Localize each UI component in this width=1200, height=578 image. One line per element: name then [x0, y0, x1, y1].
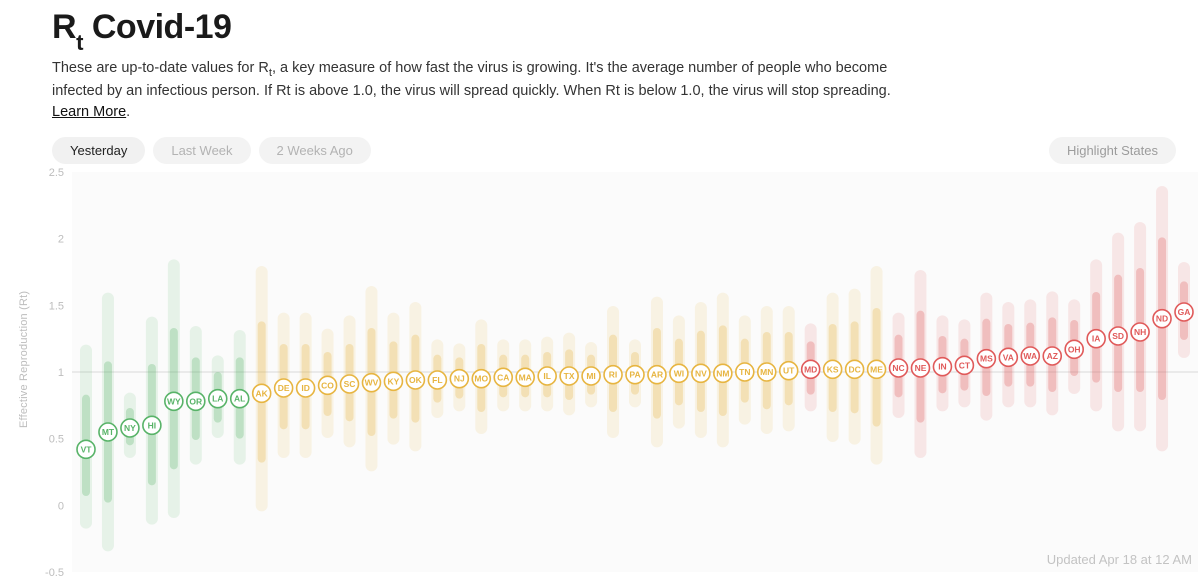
state-label: AK — [256, 388, 269, 398]
highlight-states-button[interactable]: Highlight States — [1049, 137, 1176, 164]
state-label: OR — [189, 396, 202, 406]
state-label: CO — [321, 380, 334, 390]
state-label: ME — [870, 364, 883, 374]
state-label: IA — [1092, 334, 1101, 344]
state-label: MO — [474, 374, 488, 384]
state-label: AL — [234, 394, 245, 404]
page-title: Rt Covid-19 — [52, 8, 1176, 52]
updated-text: Updated Apr 18 at 12 AM — [1047, 552, 1192, 567]
learn-more-link[interactable]: Learn More — [52, 104, 126, 120]
state-label: MS — [980, 354, 993, 364]
state-label: KS — [827, 364, 839, 374]
description: These are up-to-date values for Rt, a ke… — [52, 58, 912, 123]
y-tick: 2 — [58, 234, 64, 246]
state-label: MT — [102, 427, 115, 437]
state-label: MD — [804, 364, 817, 374]
state-label: VT — [81, 444, 93, 454]
tab-2-weeks-ago[interactable]: 2 Weeks Ago — [259, 137, 371, 164]
state-label: ND — [1156, 314, 1168, 324]
state-label: WY — [167, 396, 181, 406]
state-label: ID — [301, 383, 310, 393]
state-label: FL — [432, 375, 442, 385]
state-label: SD — [1112, 331, 1124, 341]
state-label: AR — [651, 370, 663, 380]
state-label: TX — [564, 371, 575, 381]
state-label: IN — [938, 362, 947, 372]
y-tick: 1.5 — [49, 300, 64, 312]
state-label: NE — [915, 363, 927, 373]
state-label: DC — [848, 364, 860, 374]
state-label: HI — [148, 420, 157, 430]
state-label: MN — [760, 367, 773, 377]
y-axis-label: Effective Reproduction (Rt) — [18, 291, 30, 428]
state-label: UT — [783, 366, 795, 376]
state-label: OH — [1068, 344, 1081, 354]
state-label: PA — [629, 370, 640, 380]
state-label: NH — [1134, 327, 1146, 337]
title-sub: t — [76, 30, 83, 55]
state-label: CA — [497, 372, 509, 382]
title-suffix: Covid-19 — [83, 8, 232, 46]
title-prefix: R — [52, 8, 76, 46]
state-label: MA — [519, 372, 532, 382]
tab-yesterday[interactable]: Yesterday — [52, 137, 145, 164]
state-label: AZ — [1047, 351, 1058, 361]
tab-last-week[interactable]: Last Week — [153, 137, 250, 164]
state-label: DE — [278, 383, 290, 393]
state-label: SC — [344, 379, 356, 389]
y-tick: 0.5 — [49, 434, 64, 446]
y-tick: -0.5 — [45, 567, 64, 578]
state-label: LA — [212, 394, 223, 404]
chart-svg: -0.5 0 0.5 1 1.5 2 2.5 VT MT NY HI WY OR LA AL AK DE ID CO… — [24, 168, 1200, 578]
state-label: WV — [365, 378, 379, 388]
state-label: VA — [1003, 352, 1014, 362]
controls-row: Yesterday Last Week 2 Weeks Ago Highligh… — [52, 137, 1176, 164]
state-label: NY — [124, 423, 136, 433]
state-label: NJ — [454, 374, 465, 384]
chart: Effective Reproduction (Rt) -0.500.511.5… — [24, 168, 1176, 578]
state-label: MI — [586, 371, 595, 381]
state-label: KY — [388, 376, 400, 386]
state-label: GA — [1178, 307, 1191, 317]
state-label: NV — [695, 368, 707, 378]
y-tick: 0 — [58, 500, 64, 512]
y-tick: 1 — [58, 367, 64, 379]
state-label: IL — [543, 371, 551, 381]
state-label: NM — [716, 368, 729, 378]
state-label: OK — [409, 375, 423, 385]
state-label: TN — [739, 367, 750, 377]
state-label: WI — [674, 368, 684, 378]
desc-pre: These are up-to-date values for R — [52, 60, 269, 76]
state-label: NC — [892, 363, 904, 373]
state-label: CT — [959, 360, 971, 370]
y-tick: 2.5 — [49, 168, 64, 179]
state-label: WA — [1023, 351, 1037, 361]
state-label: RI — [609, 370, 618, 380]
